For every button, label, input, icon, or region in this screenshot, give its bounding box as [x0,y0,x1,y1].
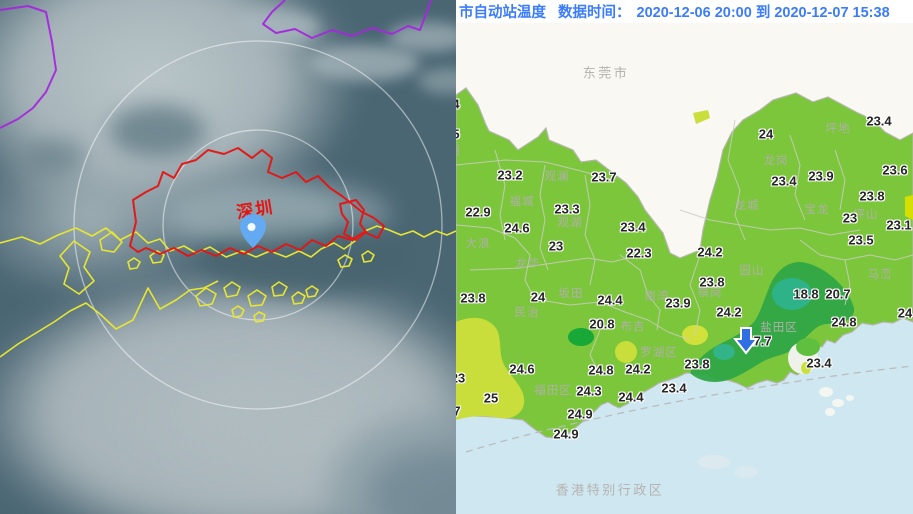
station-temp-label: 23.4 [866,113,892,129]
district-label: 布吉 [620,321,646,333]
station-temp-label: 24 [530,289,546,305]
city-label: 东莞市 [582,65,630,81]
station-temp-label: 24.8 [588,362,614,378]
station-temp-label: 20.7 [825,286,851,302]
station-temp-label: 20.8 [589,316,615,332]
cloud-texture [110,105,205,157]
radar-range-rings [73,40,443,410]
district-label: 盐田区 [760,322,798,334]
islands [698,338,854,478]
station-temp-label: 23.4 [661,380,687,396]
station-temp-label: 23.8 [460,290,486,306]
station-temp-label: 23.9 [808,168,834,184]
sea-area [456,318,913,514]
time-label: 数据时间： [558,5,631,21]
district-label: 龙岗 [763,155,789,167]
district-label: 福田区 [534,385,572,397]
district-label: 光明 [456,142,461,158]
station-temp-label: 23.5 [456,126,460,142]
station-temp-label: 23.2 [497,167,523,183]
min-temp-arrow-icon [733,327,759,355]
station-temp-label: 23.8 [684,356,710,372]
station-temp-label: 23.4 [806,355,832,371]
province-boundary-line [0,0,432,129]
district-label: 坂田 [558,288,584,300]
station-temp-label: 24.2 [697,244,723,260]
station-temp-label: 23.8 [859,188,885,204]
station-temp-label: 24.2 [716,304,742,320]
district-label: 龙华 [515,258,541,270]
station-temp-label: 23.4 [456,96,460,112]
district-label: 园山 [739,265,765,277]
station-temp-label: 23.8 [699,274,725,290]
district-label: 大浪 [465,238,491,250]
station-temp-label: 22.9 [465,204,491,220]
satellite-panel[interactable]: 深圳 [0,0,456,514]
station-temp-label: 24.8 [831,314,857,330]
station-temp-label: 24.7 [456,403,461,419]
station-temp-label: 23.1 [886,217,912,233]
district-label: 观湖 [557,217,583,229]
coastline-outline [0,225,456,358]
station-temp-label: 24.3 [576,383,602,399]
station-temp-label: 23.3 [554,201,580,217]
station-temp-label: 23.4 [771,173,797,189]
station-temp-label: 24 [897,305,913,321]
district-label: 横岗 [697,287,723,299]
district-label: 罗湖区 [640,347,678,359]
station-temp-label: 23.5 [848,232,874,248]
station-temp-label: 22.3 [626,245,652,261]
station-temp-label: 23.9 [665,295,691,311]
district-label: 宝龙 [804,204,830,216]
station-temp-label: 23.6 [882,162,908,178]
station-temp-label: 24.9 [553,426,579,442]
location-pin-icon [240,214,266,248]
time-range: 2020-12-06 20:00 到 2020-12-07 15:38 [636,5,890,21]
city-boundary-red [129,147,385,257]
district-label: 南湾 [644,291,670,303]
station-temp-label: 25 [483,390,499,406]
district-label: 坪地 [825,123,851,135]
district-label: 观澜 [544,171,570,183]
station-temp-label: 23.7 [591,169,617,185]
station-temp-label: 24.4 [618,389,644,405]
station-temp-label: 18.8 [793,286,819,302]
map-header: 市自动站温度 数据时间： 2020-12-06 20:00 到 2020-12-… [456,0,913,23]
district-label: 福城 [509,196,535,208]
station-temp-label: 24.4 [597,292,623,308]
district-borders [456,119,913,376]
station-temp-label: 24.6 [504,220,530,236]
station-temp-label: 23 [842,210,858,226]
station-temp-label: 24.6 [509,361,535,377]
station-temp-label: 24.2 [625,361,651,377]
district-label: 龙城 [734,200,760,212]
district-label: 民治 [514,307,540,319]
map-title: 市自动站温度 [459,5,546,21]
cloud-texture [25,138,85,174]
station-temp-label: 24.9 [567,406,593,422]
station-temp-label: 24 [758,126,774,142]
district-label: 马峦 [867,269,893,281]
station-temp-label: 23 [548,238,564,254]
station-temp-label: 23 [456,370,466,386]
city-label: 香港特别行政区 [555,482,665,498]
temperature-zone-patches [456,110,913,420]
district-label: 坪山 [853,209,879,221]
station-temp-label: 23.4 [620,219,646,235]
cloud-texture [230,10,320,44]
